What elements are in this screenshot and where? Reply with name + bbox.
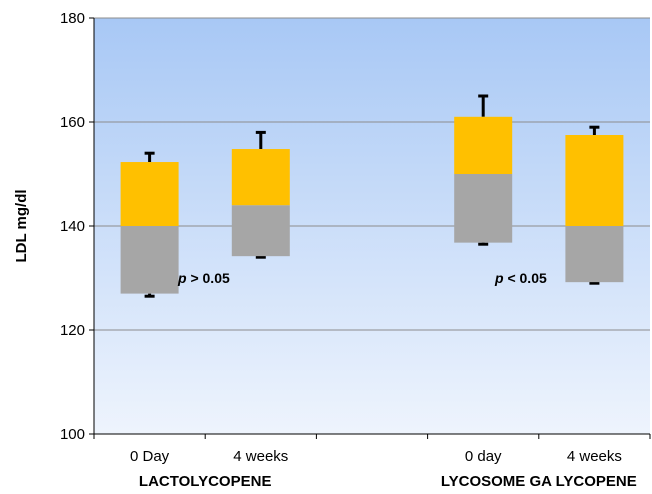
upper-box	[231, 149, 290, 206]
x-tick-label: 4 weeks	[233, 448, 288, 465]
upper-box	[120, 162, 179, 226]
box-2	[231, 130, 290, 259]
gridlines	[94, 17, 650, 331]
y-tick-label: 140	[60, 218, 85, 235]
y-axis-title: LDL mg/dl	[13, 189, 30, 262]
group-label: LACTOLYCOPENE	[139, 473, 272, 490]
x-tick-label: 0 day	[465, 448, 502, 465]
axes: 100 120 140 160 180	[60, 10, 651, 443]
lower-box	[565, 226, 624, 283]
upper-box	[565, 135, 624, 226]
group-label: LYCOSOME GA LYCOPENE	[441, 473, 637, 490]
lower-box	[454, 174, 513, 243]
labels: 0 Day 4 weeks 0 day 4 weeks LACTOLYCOPENE LYC…	[130, 270, 637, 490]
box-1	[120, 151, 179, 298]
lower-box	[231, 205, 290, 257]
p-value-annotation: p > 0.05	[177, 270, 230, 286]
p-value-annotation: p < 0.05	[494, 270, 547, 286]
x-tick-label: 0 Day	[130, 448, 170, 465]
upper-box	[454, 116, 513, 174]
y-tick-label: 120	[60, 322, 85, 339]
y-tick-label: 180	[60, 10, 85, 27]
lower-box	[120, 226, 179, 294]
y-tick-label: 100	[60, 426, 85, 443]
y-tick-label: 160	[60, 114, 85, 131]
boxes	[120, 94, 624, 298]
box-3	[454, 94, 513, 246]
box-4	[565, 125, 624, 285]
x-tick-label: 4 weeks	[567, 448, 622, 465]
